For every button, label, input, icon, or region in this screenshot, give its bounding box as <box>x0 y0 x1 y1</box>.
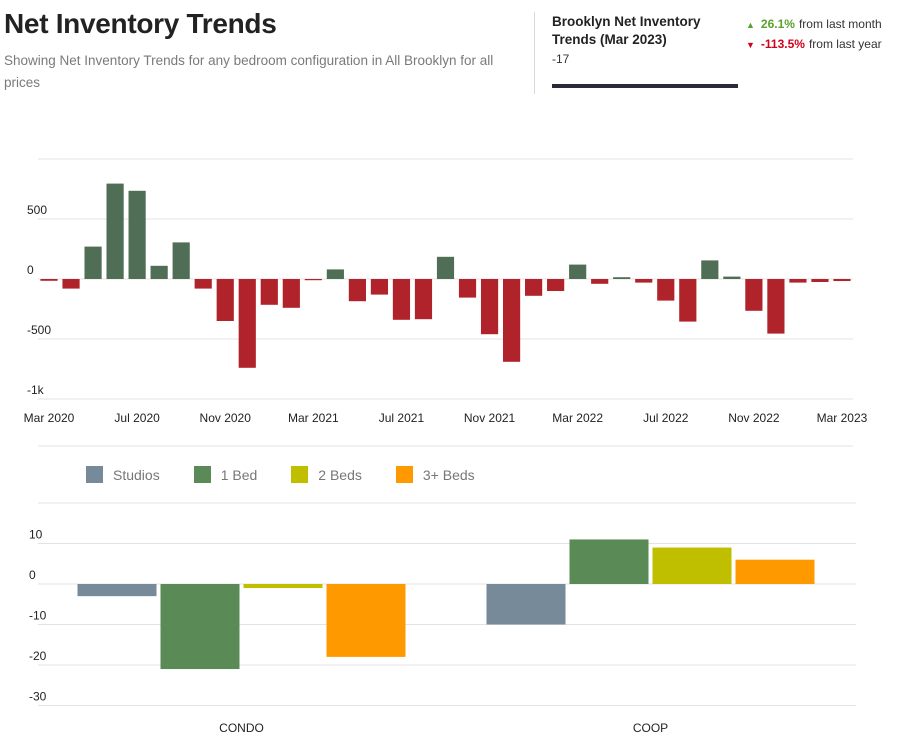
bar <box>745 279 763 311</box>
legend-swatch-2-beds <box>291 466 309 483</box>
bar <box>304 279 322 281</box>
arrow-down-icon: ▼ <box>746 40 755 50</box>
bar <box>128 190 146 279</box>
bar <box>348 279 366 302</box>
y-tick-label: -10 <box>29 609 47 623</box>
bar <box>657 279 675 301</box>
bar <box>547 279 565 291</box>
x-tick-label: Jul 2020 <box>114 411 160 425</box>
x-tick-label: Jul 2022 <box>643 411 689 425</box>
bar <box>106 183 124 279</box>
bar <box>767 279 785 334</box>
bar <box>811 279 829 282</box>
bar <box>194 279 212 289</box>
bar <box>486 584 566 625</box>
legend-item-studios[interactable]: Studios <box>86 466 160 483</box>
bar <box>833 279 851 282</box>
bar <box>238 279 256 368</box>
y-tick-label: 500 <box>27 203 47 217</box>
bar <box>77 584 157 597</box>
bar <box>502 279 521 362</box>
y-tick-label: 0 <box>29 568 36 582</box>
bar <box>613 277 631 279</box>
legend-swatch-studios <box>86 466 103 483</box>
x-tick-label: Nov 2022 <box>728 411 780 425</box>
month-change-pct: 26.1% <box>760 17 795 31</box>
y-tick-label: -20 <box>29 649 47 663</box>
y-tick-label: 10 <box>29 528 43 542</box>
bar <box>216 279 234 321</box>
bar <box>392 279 411 320</box>
bar <box>370 279 389 295</box>
arrow-up-icon: ▲ <box>746 20 755 30</box>
x-tick-label: Nov 2020 <box>200 411 252 425</box>
bar <box>260 279 278 305</box>
bar <box>591 279 609 284</box>
bar <box>525 279 543 296</box>
x-tick-label: Mar 2022 <box>552 411 603 425</box>
bar <box>480 279 499 335</box>
header-divider <box>534 12 535 94</box>
y-tick-label: -500 <box>27 323 51 337</box>
bar <box>243 584 323 589</box>
legend-label-studios: Studios <box>113 466 160 483</box>
bar <box>569 539 649 584</box>
x-tick-label: Nov 2021 <box>464 411 516 425</box>
bar <box>436 256 455 279</box>
bar <box>282 279 300 308</box>
month-change-label: from last month <box>798 17 882 31</box>
month-change-stat: ▲ 26.1% from last month <box>746 17 882 31</box>
legend-item-3-plus-beds[interactable]: 3+ Beds <box>395 466 475 483</box>
bar <box>569 264 587 279</box>
page-subtitle: Showing Net Inventory Trends for any bed… <box>4 53 494 90</box>
year-change-label: from last year <box>808 37 882 51</box>
x-tick-label: Mar 2020 <box>24 411 75 425</box>
net-inventory-trend-chart: 500 0 -500 -1k Mar 2020 Jul 2020 Nov 2020 Mar 2… <box>24 158 868 447</box>
bar <box>160 584 240 670</box>
summary-value: -17 <box>552 52 570 66</box>
x-tick-label: Jul 2021 <box>379 411 425 425</box>
bar <box>326 584 406 657</box>
bar <box>172 242 190 279</box>
y-tick-label: -30 <box>29 690 47 704</box>
summary-title: Brooklyn Net Inventory Trends (Mar 2023) <box>552 14 701 47</box>
legend-swatch-3-plus-beds <box>395 466 413 483</box>
legend-label-3-plus-beds: 3+ Beds <box>422 466 475 483</box>
chart-legend: Studios 1 Bed 2 Beds 3+ Beds <box>86 466 475 483</box>
legend-item-1-bed[interactable]: 1 Bed <box>193 466 258 483</box>
bar <box>679 279 697 322</box>
year-change-stat: ▼ -113.5% from last year <box>746 37 882 51</box>
bar <box>84 246 102 279</box>
bar <box>789 279 807 283</box>
x-tick-label: Mar 2023 <box>817 411 868 425</box>
year-change-pct: -113.5% <box>760 37 805 51</box>
bar <box>458 279 477 298</box>
bar <box>635 279 653 283</box>
bar <box>326 269 344 279</box>
y-tick-label: 0 <box>27 263 34 277</box>
bar <box>62 279 80 289</box>
bar <box>735 559 815 584</box>
bar <box>723 276 741 279</box>
bar <box>40 279 58 281</box>
y-tick-label: -1k <box>27 383 45 397</box>
bar <box>150 265 168 279</box>
bar <box>414 279 433 320</box>
x-tick-label: Mar 2021 <box>288 411 339 425</box>
legend-item-2-beds[interactable]: 2 Beds <box>291 466 362 483</box>
legend-label-1-bed: 1 Bed <box>220 466 258 483</box>
legend-swatch-1-bed <box>193 466 211 483</box>
bar <box>701 260 719 279</box>
category-label: COOP <box>633 721 668 735</box>
page-title: Net Inventory Trends <box>4 8 277 39</box>
legend-label-2-beds: 2 Beds <box>318 466 362 483</box>
summary-underline <box>552 84 738 88</box>
category-label: CONDO <box>219 721 264 735</box>
bar <box>652 547 732 584</box>
